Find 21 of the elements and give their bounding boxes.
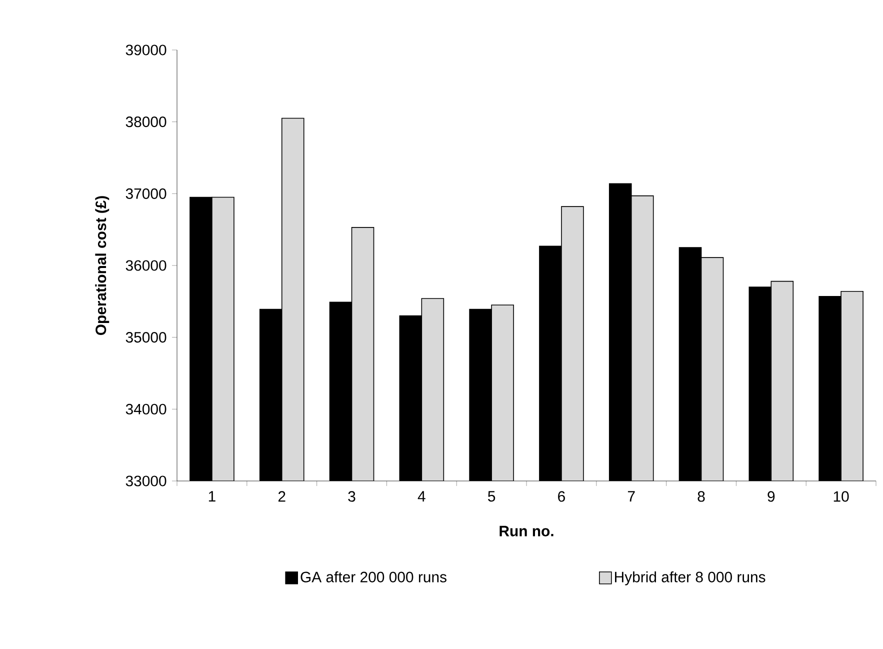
x-tick-label: 2 xyxy=(278,491,286,502)
x-tick-label: 1 xyxy=(208,491,216,502)
y-tick-label: 38000 xyxy=(126,116,166,128)
y-tick-label: 34000 xyxy=(126,404,166,414)
x-tick-label: 7 xyxy=(628,491,635,502)
x-tick-label: 9 xyxy=(768,491,775,502)
x-tick-label: 10 xyxy=(834,491,849,502)
y-tick-label: 36000 xyxy=(126,260,166,271)
y-tick-label: 35000 xyxy=(126,332,166,343)
legend-label: GA after 200 000 runs xyxy=(300,571,446,582)
y-tick-label: 37000 xyxy=(126,188,166,199)
x-axis-title: Run no. xyxy=(500,526,554,536)
x-tick-label: 5 xyxy=(488,491,496,502)
y-axis-title: Operational cost (£) xyxy=(95,196,110,336)
x-tick-label: 4 xyxy=(418,491,426,502)
legend-label: Hybrid after 8 000 runs xyxy=(615,571,766,586)
y-tick-label: 39000 xyxy=(126,44,166,56)
x-tick-label: 8 xyxy=(698,491,705,502)
y-tick-label: 33000 xyxy=(126,476,166,486)
x-tick-label: 3 xyxy=(348,491,356,502)
x-tick-label: 6 xyxy=(558,491,565,502)
